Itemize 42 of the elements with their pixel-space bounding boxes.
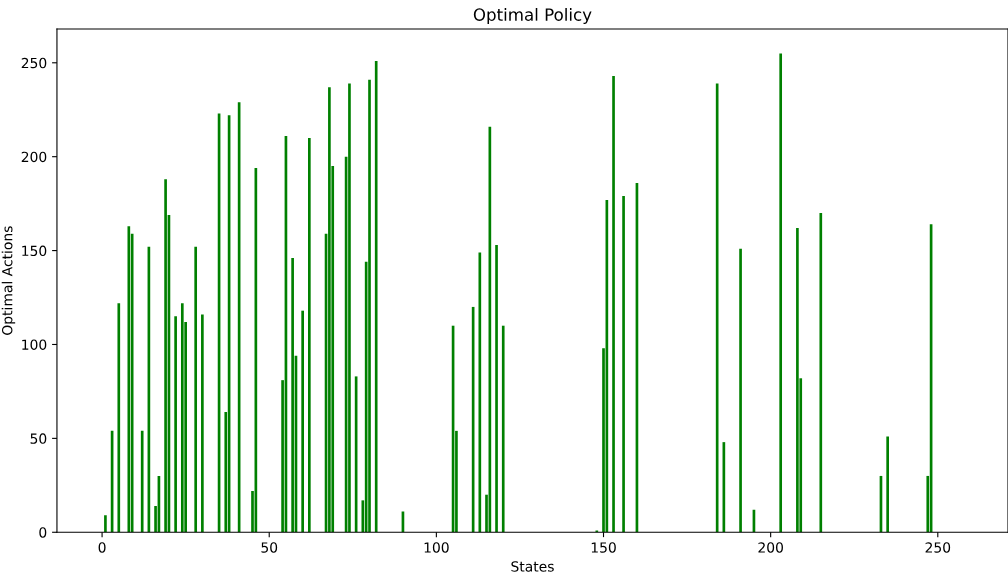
bar [180,303,184,533]
bar [174,316,177,533]
bar [291,258,294,533]
bar [622,196,625,533]
bar [140,430,144,533]
bar [612,75,615,533]
x-axis-title: States [511,561,554,572]
bar [779,53,783,533]
bar [739,248,742,533]
bar [164,179,167,533]
bar [308,137,311,533]
bar [117,303,121,533]
y-tick-label: 50 [30,433,47,444]
bar [194,246,198,533]
y-tick-label: 250 [21,57,47,69]
bar [104,515,107,533]
bar [886,436,889,533]
x-tick-label: 250 [925,542,951,553]
bar [348,83,351,533]
bar [478,252,482,533]
chart-title: Optimal Policy [473,7,592,25]
bar [201,314,204,533]
bar [127,226,131,533]
bar [495,244,498,533]
y-tick-label: 100 [22,339,47,350]
y-tick-label: 150 [22,245,47,257]
bar [715,83,719,533]
x-tick-label: 100 [424,542,449,553]
bar [301,310,304,533]
y-tick-label: 0 [39,527,47,538]
bar [501,325,505,533]
bar [328,87,331,533]
x-tick-label: 0 [98,542,106,553]
x-tick-label: 200 [758,542,783,553]
y-axis-title: Optimal Actions [1,226,16,335]
x-tick-label: 50 [261,542,278,553]
bar [819,213,823,533]
x-tick-label: 150 [591,542,616,553]
y-tick-label: 200 [21,151,47,163]
bar [796,228,799,533]
bar [368,79,371,533]
bar [374,60,378,533]
